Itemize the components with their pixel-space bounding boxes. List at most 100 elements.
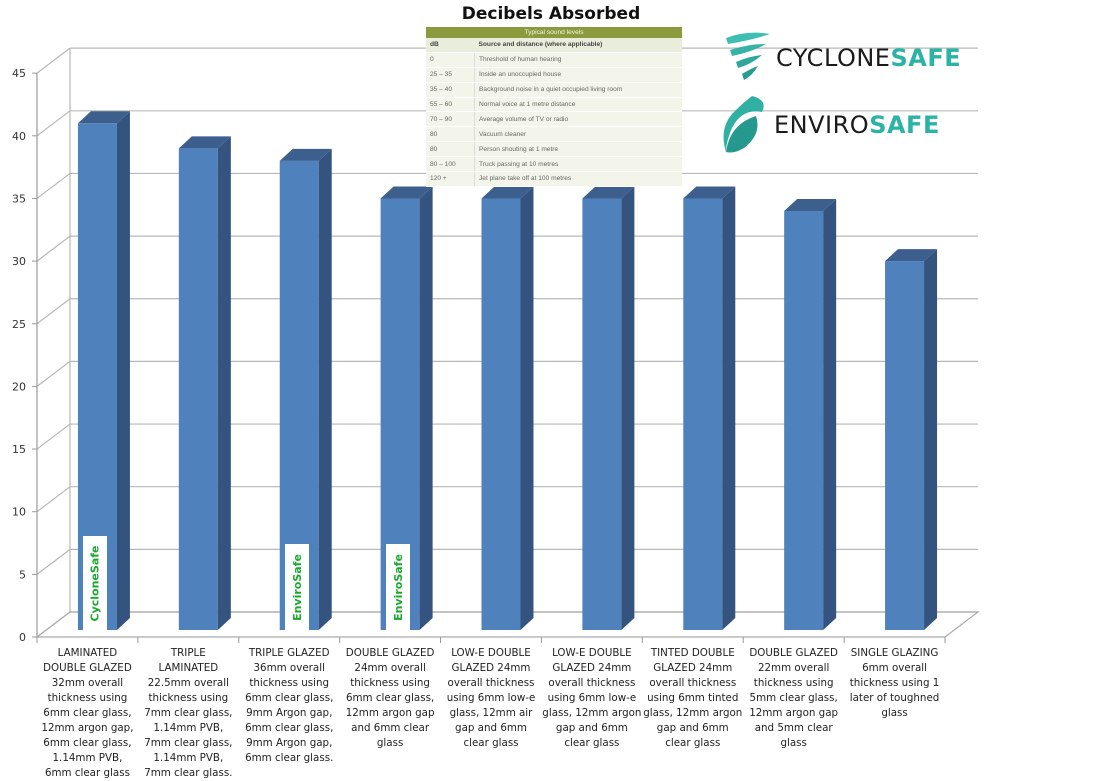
leaf-icon [723, 96, 764, 153]
bar-top [582, 186, 635, 199]
bar-top [178, 136, 231, 149]
table-cell-db: 55 – 60 [426, 97, 475, 113]
bar [178, 136, 231, 630]
bar [481, 186, 534, 630]
bar-side [217, 136, 231, 630]
table-cell-db: 120 + [426, 171, 475, 187]
annotation-text: CycloneSafe [88, 545, 102, 621]
table-cell-source: Person shouting at 1 metre [474, 141, 682, 158]
bar-annotation: CycloneSafe [83, 536, 108, 630]
bar-front [481, 198, 521, 630]
y-tick-label: 5 [19, 568, 26, 581]
sound-levels-table: Typical sound levels dB Source and dista… [426, 27, 682, 187]
bar-top [279, 148, 332, 161]
bar-side [419, 186, 433, 630]
table-cell-source: Threshold of human hearing [474, 52, 682, 68]
y-tick-label: 40 [12, 130, 26, 143]
x-tick-label: TRIPLE LAMINATED 22.5mm overall thicknes… [144, 647, 233, 779]
y-tick-label: 30 [12, 255, 26, 268]
bar-side [318, 148, 332, 631]
x-tick-label: DOUBLE GLAZED 22mm overall thickness usi… [749, 647, 839, 749]
gridline-side [36, 172, 71, 199]
bar-side [116, 111, 130, 630]
table-cell-db: 80 – 100 [426, 156, 475, 173]
y-tick-label: 45 [12, 67, 26, 80]
table-cell-db: 80 [426, 126, 475, 143]
table-row: 80 Person shouting at 1 metre [426, 141, 682, 158]
annotation-text: EnviroSafe [290, 553, 304, 621]
table-cell-source: Background noise in a quiet occupied liv… [474, 82, 682, 98]
y-tick-label: 0 [19, 631, 26, 644]
y-tick-label: 15 [12, 443, 26, 456]
table-row: 120 + Jet plane take off at 100 metres [426, 171, 682, 187]
table-cell-source: Normal voice at 1 metre distance [474, 97, 682, 113]
y-tick-label: 25 [12, 318, 26, 331]
table-cell-db: 25 – 35 [426, 67, 475, 83]
bar-annotation: EnviroSafe [285, 544, 310, 630]
bar [885, 249, 938, 630]
cyclonesafe-logo: CYCLONESAFE [722, 30, 961, 86]
bar-front [178, 148, 218, 630]
table-row: 55 – 60 Normal voice at 1 metre distance [426, 97, 682, 113]
gridline-side [36, 298, 71, 325]
bar-side [520, 186, 534, 630]
x-tick-label: TINTED DOUBLE GLAZED 24mm overall thickn… [643, 647, 743, 749]
table-cell-db: 35 – 40 [426, 82, 475, 98]
gridline-side [36, 110, 71, 137]
table-row: 70 – 90 Average volume of TV or radio [426, 111, 682, 128]
bar-top [380, 186, 433, 199]
envirosafe-accent: SAFE [869, 111, 940, 139]
table-cell-source: Jet plane take off at 100 metres [474, 171, 682, 187]
bar-top [885, 249, 938, 262]
bar-side [722, 186, 736, 630]
annotation-text: EnviroSafe [391, 553, 405, 621]
bar-top [683, 186, 736, 199]
bar [77, 111, 130, 631]
x-tick-label: SINGLE GLAZING 6mm overall thickness usi… [849, 647, 940, 719]
bar-front [784, 210, 824, 631]
table-row: 0 Threshold of human hearing [426, 52, 682, 68]
y-tick-label: 20 [12, 380, 26, 393]
table-cell-db: 70 – 90 [426, 111, 475, 128]
gridline-side [36, 235, 71, 262]
table-row: 80 – 100 Truck passing at 10 metres [426, 156, 682, 173]
bar-front [683, 198, 723, 630]
bar-side [823, 198, 837, 631]
cyclonesafe-accent: SAFE [890, 44, 962, 72]
bar [683, 186, 736, 630]
bar-side [621, 186, 635, 630]
bar-front [885, 261, 925, 630]
table-header-source: Source and distance (where applicable) [474, 38, 682, 53]
y-tick-label: 35 [12, 192, 26, 205]
x-tick-label: LOW-E DOUBLE GLAZED 24mm overall thickne… [446, 647, 536, 749]
gridline-side [36, 548, 71, 575]
table-caption: Typical sound levels [426, 27, 682, 38]
bar [582, 186, 635, 630]
gridline-side [36, 423, 71, 450]
x-tick-label: LOW-E DOUBLE GLAZED 24mm overall thickne… [542, 647, 642, 749]
table-cell-db: 0 [426, 52, 475, 68]
bar-top [784, 198, 837, 211]
table-header-db: dB [426, 38, 475, 53]
x-tick-label: TRIPLE GLAZED 36mm overall thickness usi… [245, 647, 334, 764]
gridline-side [36, 360, 71, 387]
table-cell-source: Vacuum cleaner [474, 126, 682, 143]
table-row: 80 Vacuum cleaner [426, 126, 682, 143]
table-cell-source: Average volume of TV or radio [474, 111, 682, 128]
bar-top [481, 186, 534, 199]
x-tick-label: DOUBLE GLAZED 24mm overall thickness usi… [345, 647, 435, 749]
table-row: 35 – 40 Background noise in a quiet occup… [426, 82, 682, 98]
bar-side [924, 249, 938, 630]
gridline-side [36, 47, 71, 74]
x-tick-label: LAMINATED DOUBLE GLAZED 32mm overall thi… [41, 647, 134, 779]
gridline-side [36, 486, 71, 513]
bar-front [582, 198, 622, 630]
bar-top [77, 111, 130, 124]
envirosafe-logo: ENVIROSAFE [722, 94, 940, 156]
table-cell-source: Truck passing at 10 metres [474, 156, 682, 173]
cyclonesafe-main: CYCLONE [776, 44, 891, 72]
chart-title: Decibels Absorbed [461, 4, 641, 24]
bar-annotation: EnviroSafe [386, 544, 411, 630]
table-cell-db: 80 [426, 141, 475, 158]
y-tick-label: 10 [12, 506, 26, 519]
